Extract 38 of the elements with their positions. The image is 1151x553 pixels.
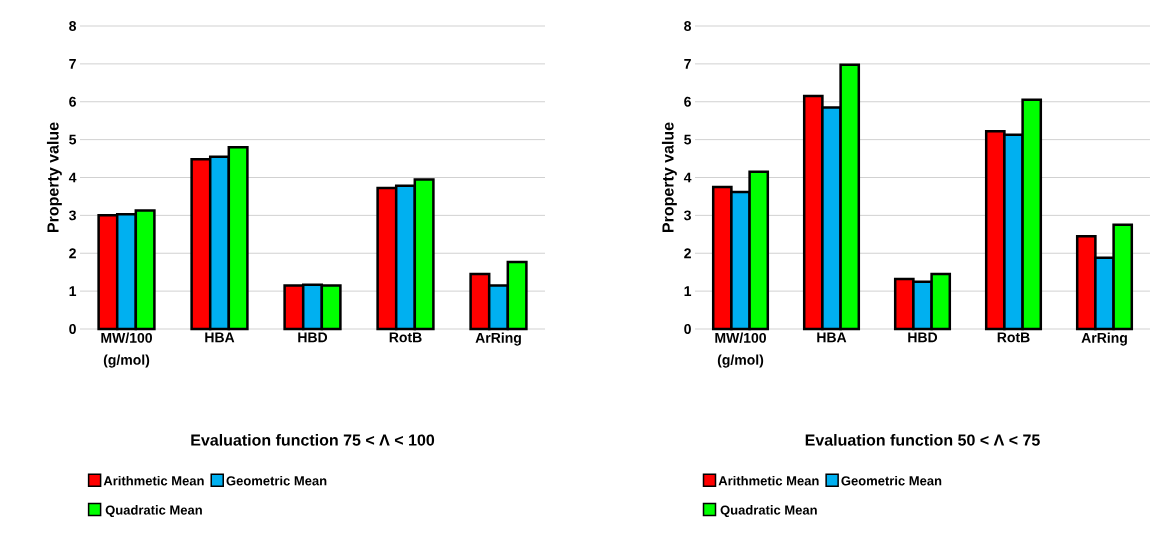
y-tick-label: 4 — [68, 172, 77, 183]
legend-label: Geometric Mean — [841, 475, 942, 486]
legend-label: Geometric Mean — [226, 475, 327, 486]
y-tick-label: 7 — [684, 59, 691, 69]
x-tick-label: MW/100 (g/mol) — [715, 332, 766, 368]
x-tick-label: ArRing — [475, 332, 521, 346]
y-tick-label: 3 — [684, 210, 691, 221]
x-axis-title: Evaluation function 50 < Λ < 75 — [805, 434, 1040, 446]
legend-label: Arithmetic Mean — [103, 475, 204, 486]
y-tick-label: 0 — [684, 324, 691, 334]
y-tick-label: 2 — [684, 248, 691, 259]
y-tick-label: 8 — [684, 21, 692, 31]
y-axis-title: Property value — [661, 122, 677, 233]
x-tick-label: HBD — [908, 332, 938, 343]
y-tick-label: 5 — [69, 134, 77, 145]
y-tick-label: 5 — [684, 134, 692, 145]
x-tick-label: HBA — [817, 332, 847, 343]
y-axis-title: Property value — [46, 122, 62, 233]
y-tick-label: 4 — [683, 172, 692, 183]
y-tick-label: 8 — [69, 21, 77, 31]
x-tick-label: RotB — [997, 332, 1030, 343]
y-tick-label: 3 — [69, 210, 76, 221]
y-tick-label: 0 — [69, 324, 76, 334]
legend-label: Quadratic Mean — [720, 505, 817, 518]
x-tick-label: RotB — [389, 332, 422, 343]
y-tick-label: 2 — [69, 248, 76, 259]
y-tick-label: 6 — [69, 96, 76, 107]
legend-label: Quadratic Mean — [105, 505, 202, 518]
y-tick-label: 6 — [684, 96, 691, 107]
y-tick-label: 1 — [69, 286, 77, 296]
y-tick-label: 7 — [69, 59, 76, 69]
x-tick-label: ArRing — [1081, 332, 1127, 346]
x-tick-label: MW/100 (g/mol) — [101, 332, 152, 368]
legend-label: Arithmetic Mean — [718, 475, 819, 486]
y-tick-label: 1 — [684, 286, 692, 296]
x-tick-label: HBD — [298, 332, 328, 343]
x-axis-title: Evaluation function 75 < Λ < 100 — [191, 434, 435, 446]
x-tick-label: HBA — [205, 332, 235, 343]
